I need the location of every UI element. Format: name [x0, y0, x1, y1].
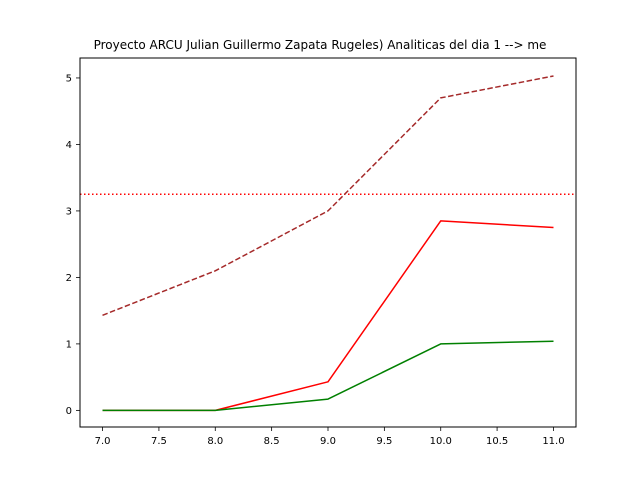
x-tick-label: 7.0 [95, 436, 111, 447]
x-tick-label: 8.5 [264, 436, 280, 447]
y-axis: 0 1 2 3 4 5 [66, 73, 80, 417]
x-tick-label: 9.0 [320, 436, 336, 447]
chart-title: Proyecto ARCU Julian Guillermo Zapata Ru… [94, 38, 547, 52]
x-tick-label: 7.5 [151, 436, 167, 447]
y-tick-label: 0 [66, 406, 72, 417]
x-tick-label: 11.0 [542, 436, 564, 447]
x-tick-label: 8.0 [207, 436, 223, 447]
y-tick-label: 2 [66, 273, 72, 284]
y-tick-label: 1 [66, 339, 72, 350]
x-tick-label: 10.5 [486, 436, 508, 447]
y-tick-label: 5 [66, 73, 72, 84]
y-tick-label: 3 [66, 206, 72, 217]
x-tick-label: 10.0 [430, 436, 452, 447]
series-line-0 [102, 75, 554, 316]
x-axis: 7.0 7.5 8.0 8.5 9.0 9.5 10.0 10.5 11.0 [95, 427, 565, 447]
series-line-2 [102, 340, 554, 412]
plot-area [80, 75, 576, 412]
y-tick-label: 4 [66, 140, 72, 151]
x-tick-label: 9.5 [376, 436, 392, 447]
